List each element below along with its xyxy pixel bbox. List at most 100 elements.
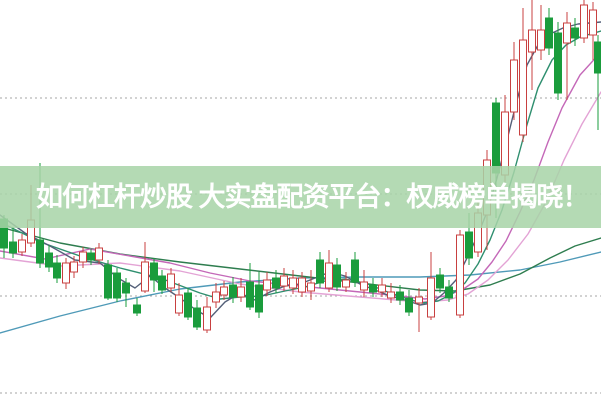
candle-body (62, 262, 70, 284)
candle-up (415, 288, 423, 332)
candle-up (360, 270, 368, 297)
candle-body (307, 282, 315, 292)
candle-down (246, 263, 254, 310)
candle-down (545, 8, 553, 55)
candle-down (571, 18, 579, 46)
candle-up (528, 0, 536, 90)
candle-body (229, 284, 237, 298)
candle-body (133, 304, 141, 314)
candle-body (203, 306, 211, 331)
candle-body (378, 284, 386, 293)
candle-body (563, 22, 571, 44)
candle-body (387, 291, 395, 299)
candle-down (316, 252, 324, 288)
candle-body (333, 264, 341, 288)
candle-down (351, 252, 359, 287)
candle-body (18, 239, 26, 253)
headline-text: 如何杠杆炒股 大实盘配资平台：权威榜单揭晓！ (36, 181, 590, 212)
candle-body (360, 281, 368, 291)
candle-up (456, 230, 464, 318)
candle-up (325, 250, 333, 292)
candle-down (229, 277, 237, 303)
candle-up (280, 268, 288, 291)
candle-up (342, 272, 350, 292)
candle-body (316, 259, 324, 284)
candle-body (580, 4, 588, 39)
candle-body (70, 261, 78, 273)
candle-body (427, 277, 435, 318)
candle-body (193, 307, 201, 328)
candle-down (445, 280, 453, 302)
candle-up (175, 283, 183, 316)
candle-body (212, 291, 220, 303)
candle-down (104, 260, 112, 300)
candle-up (18, 234, 26, 256)
candle-up (263, 272, 271, 296)
candle-down (184, 288, 192, 320)
candle-body (289, 277, 297, 289)
candle-up (387, 283, 395, 303)
candle-body (405, 297, 413, 313)
candle-body (113, 272, 121, 299)
candle-up (519, 8, 527, 142)
candle-up (537, 5, 545, 60)
candle-body (554, 32, 562, 94)
headline-banner: 如何杠杆炒股 大实盘配资平台：权威榜单揭晓！ (0, 166, 601, 228)
candle-down (594, 35, 601, 130)
candle-body (445, 286, 453, 299)
candle-body (369, 284, 377, 293)
candle-down (150, 258, 158, 292)
candle-body (537, 29, 545, 51)
candle-body (158, 275, 166, 291)
candle-up (589, 2, 597, 60)
candle-body (436, 274, 444, 289)
candle-up (510, 42, 518, 120)
candle-body (255, 284, 263, 313)
candle-down (333, 258, 341, 291)
candle-up (62, 258, 70, 289)
candle-body (220, 286, 228, 296)
candle-down (113, 268, 121, 302)
candle-body (53, 262, 61, 279)
candle-body (263, 279, 271, 291)
candle-up (580, 0, 588, 43)
candle-body (141, 261, 149, 292)
candle-body (519, 39, 527, 136)
candle-up (167, 268, 175, 292)
candle-down (45, 245, 53, 272)
candle-down (396, 285, 404, 305)
candle-body (280, 275, 288, 287)
candle-body (95, 247, 103, 261)
candle-body (594, 41, 601, 74)
candle-body (351, 259, 359, 283)
candle-body (36, 239, 44, 264)
candle-up (289, 270, 297, 294)
candle-body (325, 262, 333, 289)
candle-body (456, 234, 464, 316)
candle-down (87, 249, 95, 265)
candle-body (150, 262, 158, 281)
candle-body (510, 59, 518, 113)
candle-body (298, 277, 306, 293)
candle-up (203, 297, 211, 333)
candle-up (220, 281, 228, 300)
candle-body (528, 29, 536, 53)
candle-body (571, 27, 579, 39)
candle-down (255, 272, 263, 318)
candle-up (141, 242, 149, 293)
candle-body (415, 296, 423, 304)
candle-body (272, 277, 280, 289)
candle-body (79, 251, 87, 263)
candle-up (298, 272, 306, 297)
candle-body (122, 282, 130, 294)
candle-up (427, 252, 435, 320)
candle-up (237, 278, 245, 302)
candle-up (95, 243, 103, 264)
candle-body (545, 17, 553, 49)
candle-down (53, 255, 61, 283)
candle-body (342, 279, 350, 288)
candle-body (104, 264, 112, 299)
candle-up (378, 278, 386, 297)
